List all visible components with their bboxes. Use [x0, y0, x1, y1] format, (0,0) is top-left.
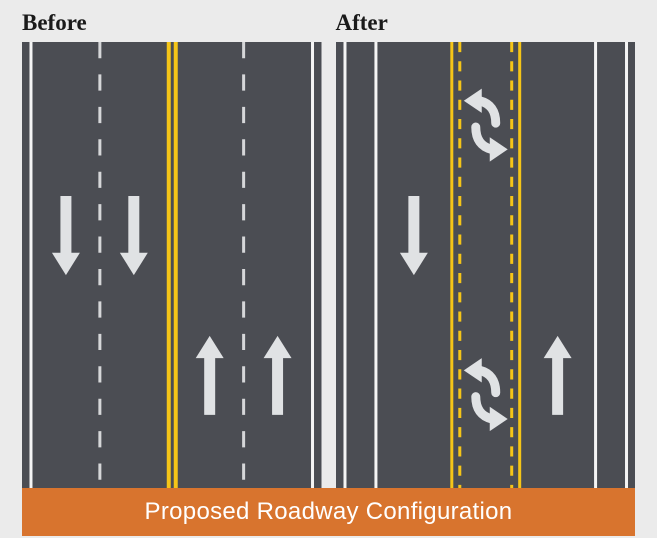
after-panel: After [336, 10, 636, 498]
after-road [336, 42, 636, 498]
caption-text: Proposed Roadway Configuration [145, 498, 513, 526]
after-road-svg [336, 42, 636, 498]
before-panel: Before [22, 10, 322, 498]
before-road [22, 42, 322, 498]
after-label: After [336, 10, 636, 36]
caption-bar: Proposed Roadway Configuration [22, 488, 635, 536]
diagram-container: Before After Proposed Roadway Configurat… [0, 0, 657, 538]
before-label: Before [22, 10, 322, 36]
panels-row: Before After [22, 10, 635, 498]
before-road-svg [22, 42, 322, 498]
